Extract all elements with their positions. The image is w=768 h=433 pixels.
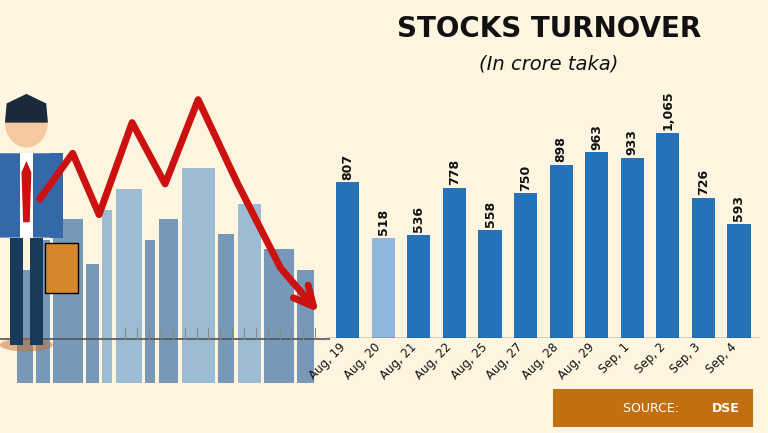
Bar (443, 188, 466, 338)
Bar (407, 235, 430, 338)
Bar (115, 189, 142, 383)
Bar (585, 152, 608, 338)
Bar (657, 133, 680, 338)
Bar (478, 230, 502, 338)
Bar (182, 168, 215, 383)
Bar (336, 182, 359, 338)
Bar (297, 270, 313, 383)
Bar (238, 204, 261, 383)
Text: 518: 518 (377, 209, 390, 235)
Polygon shape (0, 153, 56, 238)
Bar (49, 153, 63, 238)
Text: 750: 750 (519, 164, 532, 191)
Bar (218, 234, 234, 383)
Bar (550, 165, 573, 338)
Bar (158, 219, 178, 383)
Text: 807: 807 (341, 153, 354, 180)
Bar (17, 270, 33, 383)
Bar (36, 240, 49, 383)
Bar (692, 198, 715, 338)
Bar (621, 158, 644, 338)
FancyBboxPatch shape (45, 243, 78, 293)
Bar (372, 238, 395, 338)
Text: 1,065: 1,065 (661, 90, 674, 130)
Text: (In crore taka): (In crore taka) (479, 54, 619, 73)
Text: 778: 778 (448, 159, 461, 185)
Bar (86, 264, 99, 383)
Text: 898: 898 (554, 136, 568, 162)
Text: STOCKS TURNOVER: STOCKS TURNOVER (397, 15, 701, 43)
Polygon shape (22, 161, 31, 222)
Bar (53, 219, 83, 383)
Polygon shape (5, 94, 48, 123)
Bar (264, 249, 294, 383)
Text: 593: 593 (733, 195, 746, 221)
Bar (145, 240, 155, 383)
Circle shape (5, 98, 48, 148)
Bar (102, 210, 112, 383)
Ellipse shape (0, 338, 53, 352)
FancyBboxPatch shape (553, 389, 753, 427)
Text: 726: 726 (697, 169, 710, 195)
Polygon shape (20, 153, 33, 238)
Text: DSE: DSE (712, 401, 740, 415)
Text: 933: 933 (626, 129, 639, 155)
Bar (514, 194, 537, 338)
Text: SOURCE:: SOURCE: (623, 401, 683, 415)
Bar (727, 223, 750, 338)
Text: 558: 558 (484, 201, 496, 227)
Text: 536: 536 (412, 206, 425, 232)
Bar (10, 238, 23, 345)
Bar (30, 238, 43, 345)
Text: 963: 963 (591, 124, 603, 149)
